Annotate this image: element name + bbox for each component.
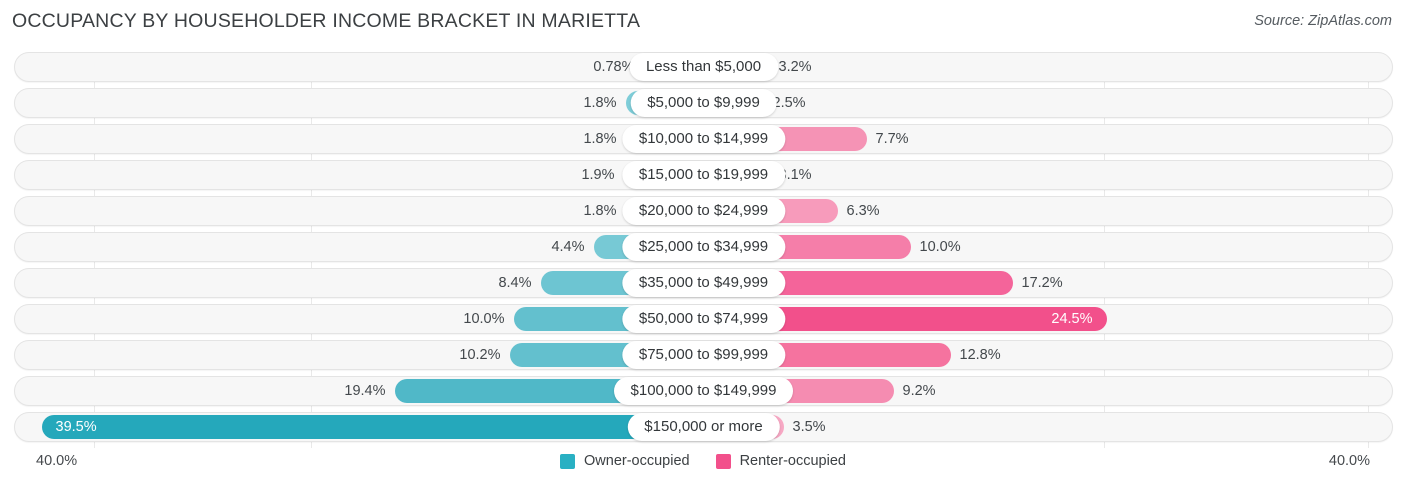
chart-row: 1.8% 7.7% $10,000 to $14,999 [14,124,1393,154]
axis-label-right: 40.0% [1328,453,1370,469]
value-label-renter: 3.5% [792,419,826,435]
value-label-owner: 0.78% [593,59,635,75]
value-label-renter: 3.2% [778,59,812,75]
legend-swatch-renter-icon [715,453,731,469]
axis-label-left: 40.0% [36,453,78,469]
chart-legend: Owner-occupied Renter-occupied [0,453,1406,469]
value-label-renter: 24.5% [1051,311,1093,327]
value-label-owner: 19.4% [344,383,386,399]
value-label-owner: 39.5% [55,419,97,435]
chart-footer: 40.0% 40.0% Owner-occupied Renter-occupi… [0,448,1406,482]
chart-row: 1.8% 6.3% $20,000 to $24,999 [14,196,1393,226]
chart-plot-area: 0.78% 3.2% Less than $5,000 1.8% 2.5% $5,000 … [14,52,1393,448]
chart-row: 10.0% 24.5% $50,000 to $74,999 [14,304,1393,334]
value-label-renter: 17.2% [1021,275,1063,291]
legend-swatch-owner-icon [560,453,575,469]
legend-item-renter[interactable]: Renter-occupied [715,453,846,469]
category-label: $20,000 to $24,999 [621,197,786,225]
category-label: Less than $5,000 [628,53,779,81]
category-label: $100,000 to $149,999 [613,377,794,405]
chart-header: OCCUPANCY BY HOUSEHOLDER INCOME BRACKET … [0,0,1406,44]
value-label-renter: 7.7% [875,131,909,147]
legend-label-owner: Owner-occupied [584,453,690,469]
value-label-owner: 10.0% [463,311,505,327]
chart-row: 4.4% 10.0% $25,000 to $34,999 [14,232,1393,262]
legend-item-owner[interactable]: Owner-occupied [560,453,690,469]
value-label-owner: 8.4% [498,275,532,291]
page-title: OCCUPANCY BY HOUSEHOLDER INCOME BRACKET … [12,10,641,32]
chart-row: 0.78% 3.2% Less than $5,000 [14,52,1393,82]
category-label: $150,000 or more [627,413,780,441]
chart-row: 10.2% 12.8% $75,000 to $99,999 [14,340,1393,370]
category-label: $25,000 to $34,999 [621,233,786,261]
value-label-owner: 1.8% [583,95,617,111]
value-label-renter: 12.8% [959,347,1001,363]
category-label: $15,000 to $19,999 [621,161,786,189]
value-label-owner: 4.4% [551,239,585,255]
value-label-owner: 1.8% [583,203,617,219]
value-label-owner: 1.8% [583,131,617,147]
chart-row: 19.4% 9.2% $100,000 to $149,999 [14,376,1393,406]
value-label-renter: 10.0% [919,239,961,255]
value-label-renter: 9.2% [902,383,936,399]
category-label: $50,000 to $74,999 [621,305,786,333]
category-label: $75,000 to $99,999 [621,341,786,369]
chart-row: 1.9% 3.1% $15,000 to $19,999 [14,160,1393,190]
value-label-renter: 3.1% [778,167,812,183]
source-attribution: Source: ZipAtlas.com [1254,13,1392,29]
value-label-renter: 6.3% [846,203,880,219]
value-label-owner: 10.2% [459,347,501,363]
value-label-renter: 2.5% [772,95,806,111]
legend-label-renter: Renter-occupied [739,453,846,469]
value-label-owner: 1.9% [581,167,615,183]
category-label: $5,000 to $9,999 [630,89,777,117]
bar-owner-occupied[interactable] [41,415,704,439]
chart-row: 1.8% 2.5% $5,000 to $9,999 [14,88,1393,118]
chart-row: 8.4% 17.2% $35,000 to $49,999 [14,268,1393,298]
category-label: $35,000 to $49,999 [621,269,786,297]
category-label: $10,000 to $14,999 [621,125,786,153]
chart-row: 39.5% 3.5% $150,000 or more [14,412,1393,442]
